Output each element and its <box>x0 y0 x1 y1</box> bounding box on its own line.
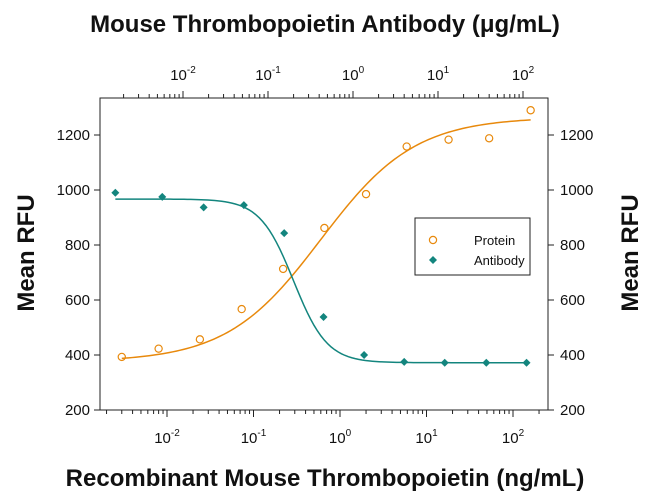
x-top-tick-label: 10-1 <box>255 65 281 84</box>
protein-data-point <box>195 335 205 344</box>
protein-data-point <box>117 352 126 362</box>
legend-antibody-marker <box>429 256 437 264</box>
protein-data-point <box>320 223 329 233</box>
bottom-axis-title: Recombinant Mouse Thrombopoietin (ng/mL) <box>66 465 585 492</box>
antibody-data-point <box>400 357 409 366</box>
y-left-tick-label: 400 <box>65 347 90 364</box>
y-right-tick-label: 200 <box>560 402 585 419</box>
y-left-tick-label: 600 <box>65 292 90 309</box>
protein-data-point <box>237 304 246 314</box>
protein-data-point <box>402 142 411 151</box>
legend-box <box>414 217 531 276</box>
y-left-tick-label: 1200 <box>57 127 90 144</box>
x-top-tick-label: 102 <box>512 65 535 84</box>
y-right-tick-label: 400 <box>560 347 585 364</box>
protein-data-point <box>278 264 288 274</box>
antibody-data-point <box>158 192 167 201</box>
right-axis-title: Mean RFU <box>617 194 644 311</box>
protein-data-point <box>526 106 535 115</box>
y-right-tick-label: 1000 <box>560 182 593 199</box>
x-bottom-tick-label: 101 <box>415 428 438 447</box>
x-bottom-tick-label: 102 <box>502 428 525 447</box>
antibody-data-point <box>360 351 369 359</box>
antibody-data-point <box>280 229 289 238</box>
protein-data-point <box>154 344 163 353</box>
y-right-tick-label: 600 <box>560 292 585 309</box>
y-left-tick-label: 1000 <box>57 182 90 199</box>
antibody-data-point <box>482 358 491 367</box>
protein-data-point <box>484 134 494 143</box>
top-axis-title: Mouse Thrombopoietin Antibody (μg/mL) <box>90 11 560 38</box>
legend-antibody-label: Antibody <box>474 253 525 268</box>
antibody-data-point <box>199 203 208 212</box>
x-bottom-tick-label: 10-2 <box>154 428 180 447</box>
y-right-tick-label: 800 <box>560 237 585 254</box>
x-top-tick-label: 10-2 <box>170 65 196 84</box>
protein-data-point <box>361 189 371 199</box>
y-right-tick-label: 1200 <box>560 127 593 144</box>
legend-protein-marker <box>428 235 438 245</box>
antibody-data-point <box>239 201 248 210</box>
antibody-fit-curve <box>115 198 527 364</box>
x-top-tick-label: 101 <box>427 65 450 84</box>
x-bottom-tick-label: 100 <box>329 428 352 447</box>
x-top-tick-label: 100 <box>342 65 365 84</box>
antibody-data-point <box>522 358 531 367</box>
fit-curves <box>115 119 531 364</box>
antibody-data-point <box>440 358 449 367</box>
plot-area-frame <box>99 97 549 411</box>
legend-protein-label: Protein <box>474 233 515 248</box>
legend: Protein Antibody <box>414 217 531 276</box>
left-axis-title: Mean RFU <box>13 194 40 311</box>
tick-layer: 10-2 10-1 100 101 102 10-2 10-1 100 101 102 200 200… <box>57 65 594 447</box>
antibody-data-point <box>111 188 120 197</box>
y-left-tick-label: 200 <box>65 402 90 419</box>
y-left-tick-label: 800 <box>65 237 90 254</box>
data-points <box>111 106 535 367</box>
antibody-data-point <box>319 313 328 322</box>
protein-data-point <box>444 135 453 144</box>
protein-fit-curve <box>121 119 531 360</box>
x-bottom-tick-label: 10-1 <box>241 428 267 447</box>
